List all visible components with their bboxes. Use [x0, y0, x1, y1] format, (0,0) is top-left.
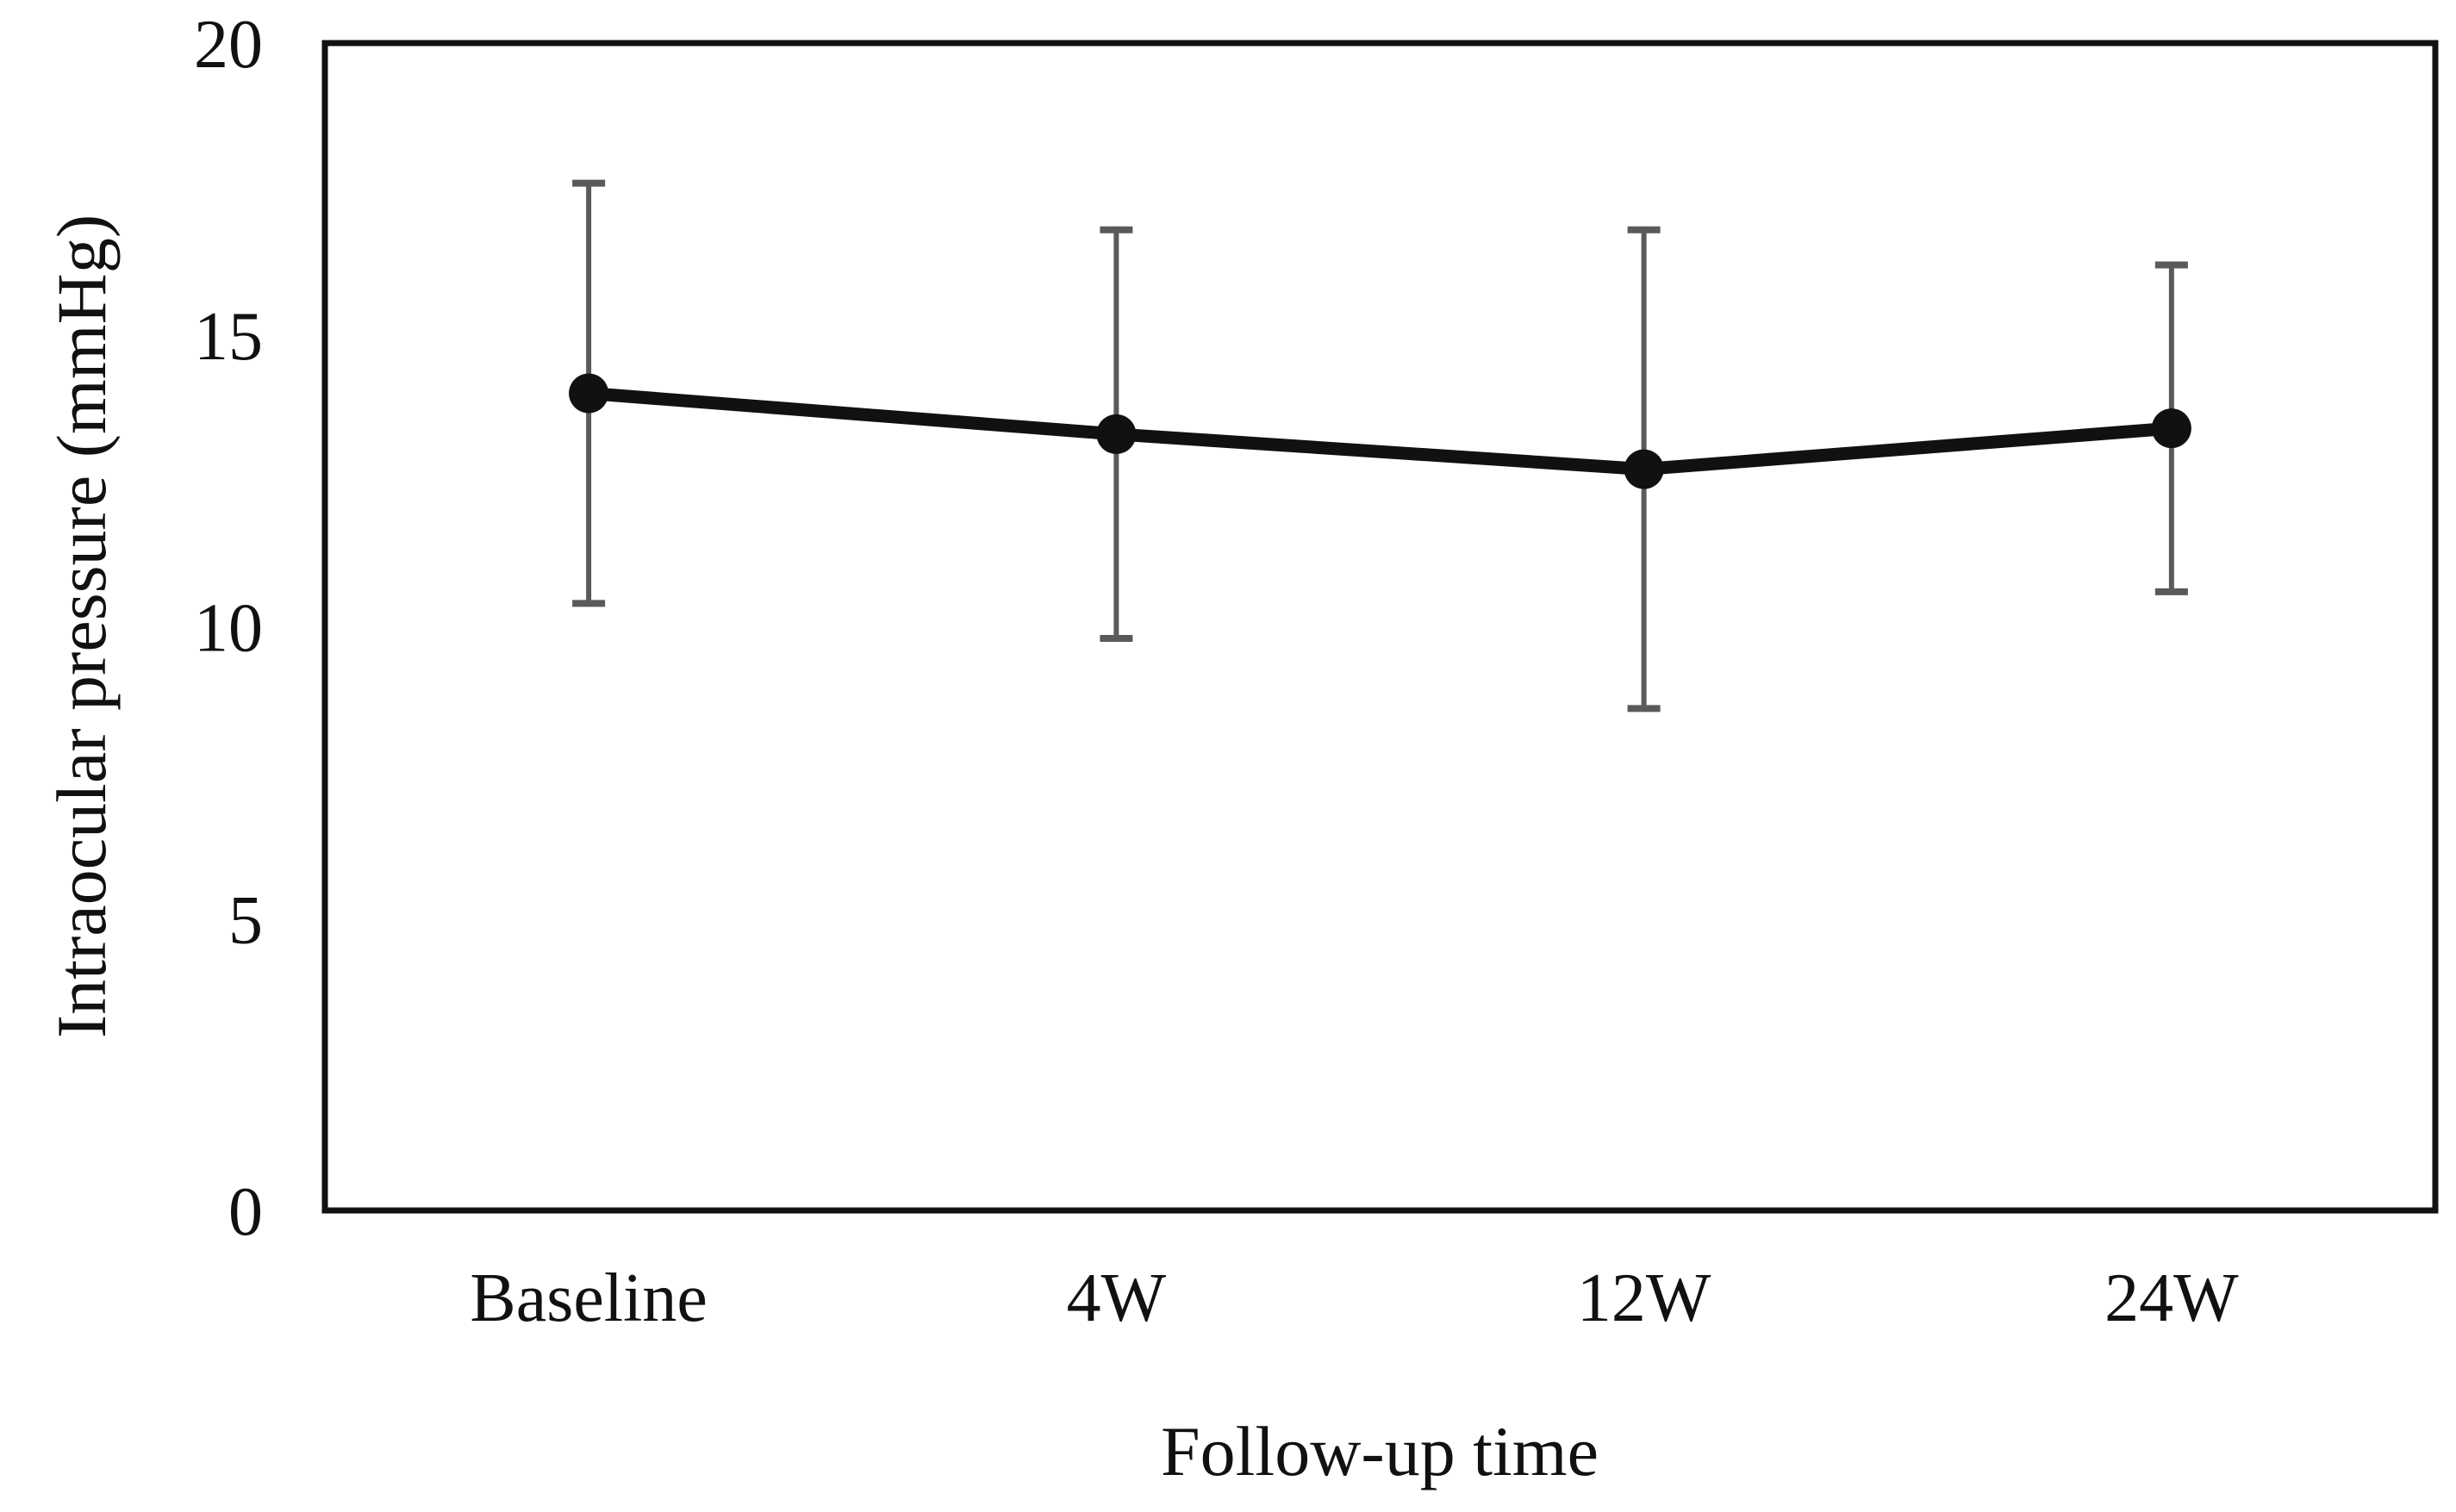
y-tick-label: 0	[228, 1174, 263, 1250]
x-axis-title: Follow-up time	[1161, 1412, 1599, 1490]
y-axis-title: Intraocular pressure (mmHg)	[42, 214, 121, 1039]
plot-frame	[321, 40, 2439, 1214]
y-tick-label: 10	[194, 591, 263, 667]
data-point-marker	[569, 373, 609, 414]
y-tick-label: 20	[194, 7, 263, 83]
x-tick-label: 4W	[1067, 1260, 1167, 1336]
series-line	[582, 387, 2179, 476]
data-point-marker	[1096, 414, 1137, 454]
y-tick-label: 5	[228, 882, 263, 958]
data-point-marker	[2151, 408, 2191, 449]
y-tick-label: 15	[194, 299, 263, 375]
x-tick-label: 12W	[1577, 1260, 1711, 1336]
x-tick-label: 24W	[2104, 1260, 2239, 1336]
data-point-marker	[1624, 449, 1664, 489]
x-tick-label: Baseline	[470, 1260, 707, 1336]
